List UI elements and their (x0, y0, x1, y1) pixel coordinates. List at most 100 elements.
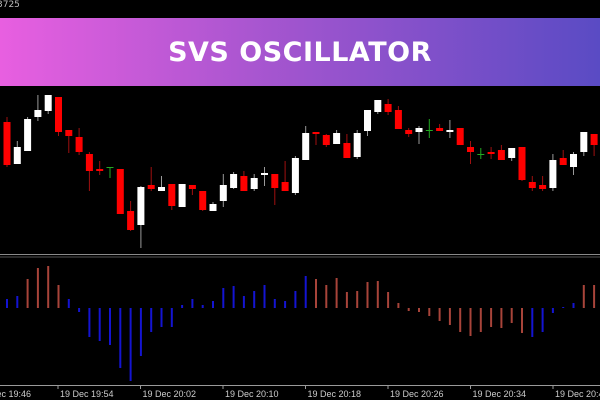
candle-bear (281, 161, 289, 191)
candle-body (281, 182, 289, 191)
candle-bear (271, 174, 279, 205)
candle-body (539, 185, 547, 189)
candle-bear (436, 124, 444, 131)
candle-bear (518, 147, 526, 181)
candle-body (127, 211, 135, 230)
time-tick-label: 19 Dec 20:18 (308, 389, 362, 399)
candle-body (364, 110, 371, 131)
candle-body (65, 130, 73, 136)
candle-bull (446, 120, 454, 138)
candle-body (291, 158, 299, 193)
candle-body (353, 133, 361, 157)
candle-body (559, 158, 567, 165)
candle-body (487, 152, 495, 154)
candle-bear (127, 201, 135, 231)
candle-bear (322, 134, 330, 147)
candle-bull (158, 176, 165, 191)
time-tick-label: 19 Dec 20:10 (225, 389, 279, 399)
candle-body (137, 187, 145, 225)
price-label: 3725 (0, 0, 20, 10)
candle-body (188, 185, 196, 189)
candle-body (322, 135, 330, 145)
candle-bear (65, 130, 73, 153)
candle-bear (497, 145, 505, 160)
candle-bear (467, 141, 474, 164)
candle-body (209, 204, 217, 211)
candle-body (106, 167, 114, 168)
candle-bear (240, 171, 248, 191)
time-tick-label: 19 Dec 20:34 (473, 389, 527, 399)
candle-bull (364, 110, 371, 136)
candle-doji (425, 119, 433, 138)
candle-bear (384, 99, 392, 115)
candle-bear (199, 191, 207, 211)
candle-body (446, 130, 454, 132)
candle-bear (188, 185, 196, 195)
candle-body (24, 119, 32, 151)
candle-body (261, 173, 268, 175)
candle-bull (415, 126, 423, 144)
time-tick-label: 19 Dec 19:46 (0, 389, 31, 399)
candle-bear (539, 176, 547, 191)
candle-bear (3, 117, 11, 167)
candle-doji (106, 167, 114, 178)
candle-body (477, 154, 485, 155)
candle-body (497, 150, 505, 160)
title-banner: SVS OSCILLATOR (0, 18, 600, 86)
candle-bull (137, 186, 145, 248)
banner-title: SVS OSCILLATOR (168, 36, 432, 68)
candle-body (168, 184, 176, 206)
candle-bull (549, 154, 557, 191)
candle-body (3, 122, 11, 165)
candle-body (55, 97, 62, 132)
candle-body (34, 110, 42, 117)
candle-body (580, 132, 588, 152)
candle-bull (209, 202, 217, 211)
candle-body (240, 176, 248, 191)
candle-bear (116, 169, 124, 214)
price-panel (3, 95, 598, 248)
candle-bull (261, 167, 268, 186)
candle-doji (477, 148, 485, 159)
candle-bull (34, 95, 42, 121)
candle-body (199, 191, 207, 210)
candle-bull (508, 148, 516, 161)
candle-bear (559, 150, 567, 165)
candle-body (405, 130, 413, 134)
candle-body (508, 148, 516, 158)
candle-bear (590, 134, 598, 156)
candle-bear (168, 184, 176, 210)
candle-bear (85, 152, 93, 191)
candle-body (436, 128, 444, 131)
candle-bear (343, 134, 351, 158)
candle-body (425, 130, 433, 131)
candle-body (250, 178, 258, 189)
candle-body (219, 185, 227, 201)
candle-body (384, 104, 392, 112)
candle-bull (250, 174, 258, 191)
candle-body (312, 132, 320, 134)
candle-bear (405, 128, 413, 137)
candle-body (570, 154, 577, 167)
candle-bear (96, 161, 104, 175)
candle-body (590, 134, 598, 145)
candle-bull (219, 174, 227, 207)
candle-body (333, 133, 341, 144)
candle-bear (55, 97, 62, 136)
candle-body (415, 128, 423, 132)
candle-bear (528, 176, 536, 191)
candle-bull (374, 100, 382, 114)
candle-bull (353, 130, 361, 159)
candle-bull (302, 126, 310, 160)
candle-body (467, 147, 474, 152)
candle-bear (487, 147, 495, 159)
candle-body (271, 174, 279, 188)
time-axis: 19 Dec 19:46 19 Dec 19:54 19 Dec 20:02 19 D… (0, 385, 600, 399)
candle-body (302, 133, 310, 160)
candle-body (549, 160, 557, 188)
candle-body (178, 184, 186, 207)
candle-body (85, 154, 93, 171)
candle-bull (44, 95, 52, 114)
